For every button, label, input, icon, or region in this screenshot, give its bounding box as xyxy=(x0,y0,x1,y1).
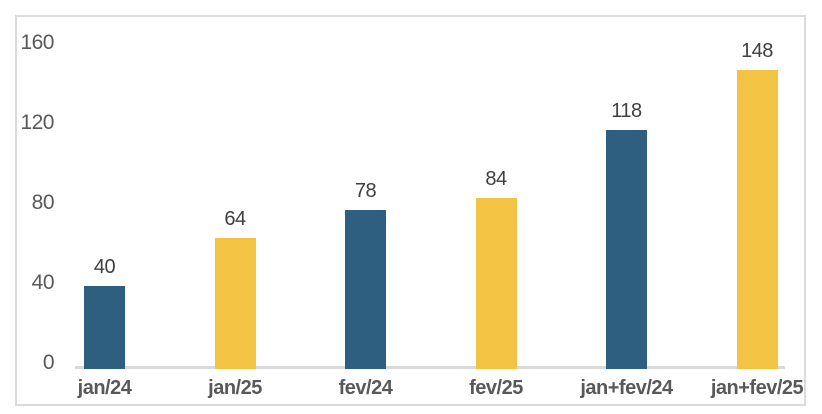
chart-frame: 0 40 80 120 160 40 jan/24 64 jan/25 78 fev/24 84 fev… xyxy=(15,15,806,406)
bar-jan-25 xyxy=(214,238,256,369)
x-axis-category-label: jan+fev/25 xyxy=(710,377,804,399)
x-axis-category-label: jan/24 xyxy=(77,377,132,399)
bar-value-label: 148 xyxy=(741,40,773,62)
bar-jan-fev-25 xyxy=(736,70,778,369)
bar-value-label: 40 xyxy=(93,256,116,278)
x-axis-category-label: fev/25 xyxy=(469,377,523,399)
bar-value-label: 118 xyxy=(611,100,642,122)
y-axis-tick-label: 160 xyxy=(20,31,54,54)
y-axis-tick-label: 40 xyxy=(31,271,55,294)
bar-jan-24 xyxy=(84,286,125,369)
x-axis-category-label: fev/24 xyxy=(338,377,393,399)
y-axis-tick-label: 120 xyxy=(20,111,54,134)
bar-value-label: 84 xyxy=(485,168,507,190)
y-axis-tick-label: 80 xyxy=(31,191,55,214)
x-axis-line xyxy=(75,366,785,369)
bar-value-label: 64 xyxy=(224,208,246,230)
x-axis-category-label: jan+fev/24 xyxy=(580,377,673,399)
x-axis-category-label: jan/25 xyxy=(208,377,262,399)
bar-fev-24 xyxy=(345,210,386,369)
bar-fev-25 xyxy=(475,198,517,369)
plot-area: 0 40 80 120 160 40 jan/24 64 jan/25 78 fev/24 84 fev… xyxy=(17,17,804,404)
y-axis-tick-label: 0 xyxy=(42,351,55,374)
bar-value-label: 78 xyxy=(354,180,377,202)
bar-jan-fev-24 xyxy=(606,130,647,369)
